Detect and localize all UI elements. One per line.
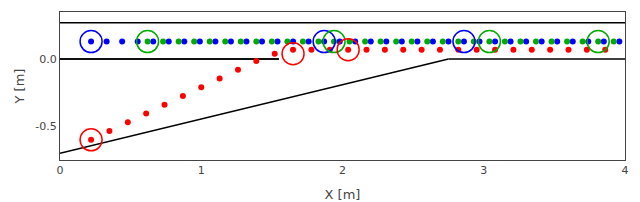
- svg-text:2: 2: [339, 164, 346, 177]
- svg-text:4: 4: [622, 164, 629, 177]
- svg-text:0.0: 0.0: [39, 53, 57, 66]
- svg-text:0: 0: [57, 164, 64, 177]
- svg-text:1: 1: [198, 164, 205, 177]
- svg-text:X [m]: X [m]: [325, 187, 361, 202]
- svg-text:3: 3: [480, 164, 487, 177]
- svg-text:-0.5: -0.5: [35, 120, 56, 133]
- svg-text:Y [m]: Y [m]: [12, 69, 27, 105]
